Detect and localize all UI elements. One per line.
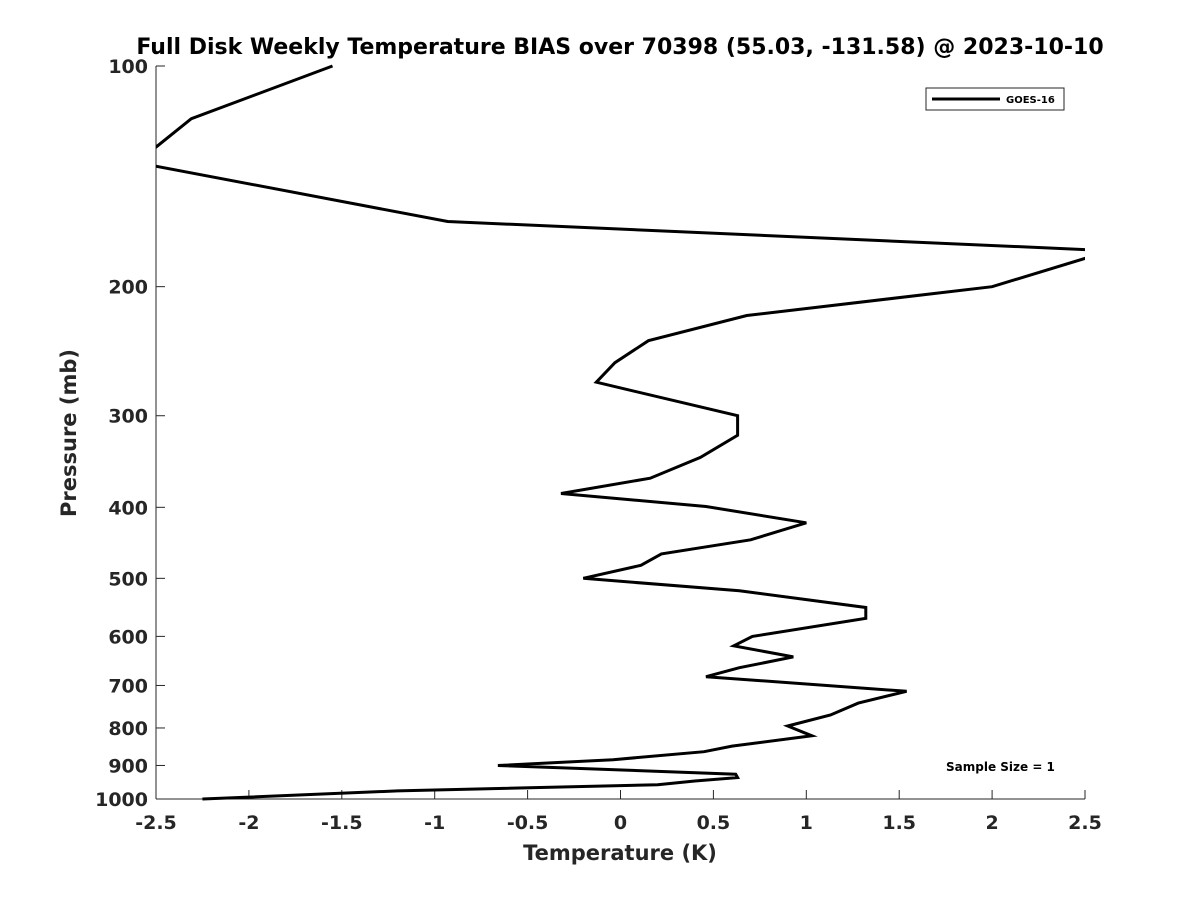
plot-area (156, 64, 1085, 801)
x-axis-ticks: -2.5 -2 -1.5 -1 -0.5 0 0.5 1 1.5 2 2.5 (135, 790, 1102, 834)
y-tick-label: 100 (108, 56, 148, 78)
x-tick-label: -2 (238, 812, 259, 834)
y-tick-label: 300 (108, 406, 148, 428)
x-tick-label: 2.5 (1068, 812, 1102, 834)
y-tick-label: 500 (108, 568, 148, 590)
chart-title: Full Disk Weekly Temperature BIAS over 7… (136, 35, 1103, 60)
x-tick-label: -1 (424, 812, 445, 834)
y-axis-label: Pressure (mb) (57, 349, 81, 517)
y-tick-label: 400 (108, 497, 148, 519)
x-tick-label: -2.5 (135, 812, 177, 834)
series-line-goes-16 (156, 64, 1085, 801)
x-tick-label: 1.5 (882, 812, 916, 834)
y-axis-ticks: 100 200 300 400 500 600 700 800 900 1000 (95, 56, 165, 811)
sample-size-annotation: Sample Size = 1 (946, 760, 1055, 774)
y-tick-label: 200 (108, 277, 148, 299)
legend-label-goes-16: GOES-16 (1006, 95, 1055, 106)
x-axis-label: Temperature (K) (523, 841, 717, 865)
x-tick-label: 0 (614, 812, 627, 834)
x-tick-label: 1 (800, 812, 813, 834)
x-tick-label: -1.5 (321, 812, 363, 834)
x-tick-label: -0.5 (507, 812, 549, 834)
x-tick-label: 2 (985, 812, 998, 834)
x-tick-label: 0.5 (697, 812, 731, 834)
y-tick-label: 900 (108, 755, 148, 777)
y-tick-label: 800 (108, 718, 148, 740)
y-tick-label: 700 (108, 675, 148, 697)
legend: GOES-16 (925, 87, 1065, 111)
y-tick-label: 1000 (95, 789, 148, 811)
y-tick-label: 600 (108, 626, 148, 648)
